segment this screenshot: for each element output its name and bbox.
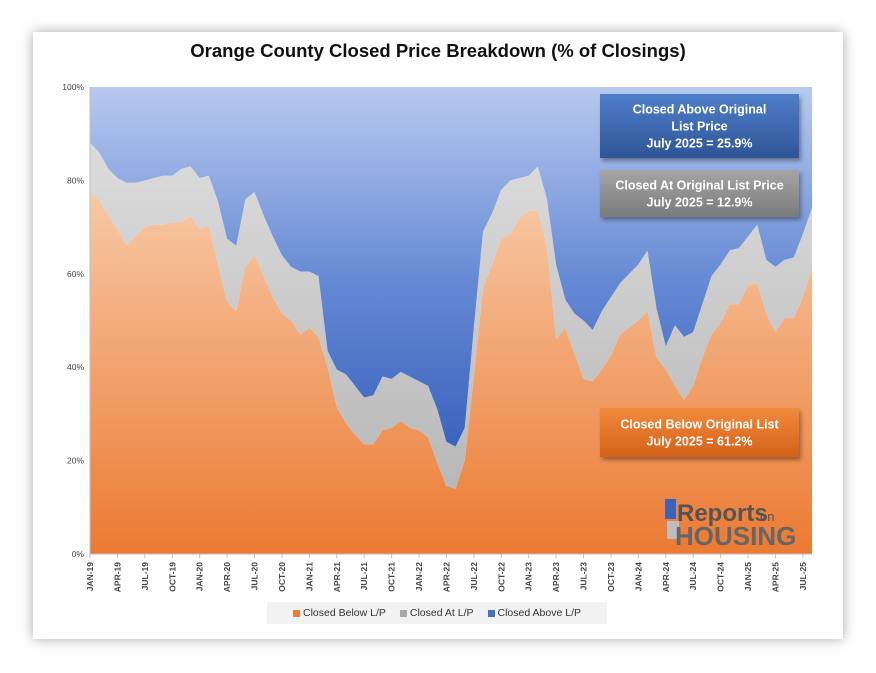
callout-at-line: Closed At Original List Price <box>615 179 783 193</box>
x-tick-label: APR-24 <box>661 562 671 593</box>
x-tick-label: JAN-20 <box>195 562 205 592</box>
legend-item-at: Closed At L/P <box>399 607 474 619</box>
logo-word-on: on <box>760 509 774 524</box>
legend-swatch-above <box>487 609 495 617</box>
legend-label-above: Closed Above L/P <box>497 607 581 619</box>
x-tick-label: JUL-21 <box>359 562 369 591</box>
callout-at-line: July 2025 = 12.9% <box>647 196 753 210</box>
chart-legend: Closed Below L/P Closed At L/P Closed Ab… <box>267 602 607 624</box>
x-tick-label: JUL-20 <box>250 562 260 591</box>
logo-word-housing: HOUSING <box>675 521 796 547</box>
y-tick-label: 0% <box>72 549 85 559</box>
logo-word-reports: Reports <box>677 500 768 527</box>
x-tick-label: JUL-24 <box>688 562 698 591</box>
callout-at: Closed At Original List Price July 2025 =… <box>600 170 799 217</box>
x-tick-label: JAN-23 <box>524 562 534 592</box>
y-tick-label: 60% <box>67 269 84 279</box>
x-tick-label: APR-21 <box>332 562 342 593</box>
y-tick-label: 20% <box>67 456 84 466</box>
x-tick-label: APR-20 <box>222 562 232 593</box>
y-tick-label: 100% <box>62 82 84 92</box>
legend-item-below: Closed Below L/P <box>293 607 386 619</box>
callout-below-line: July 2025 = 61.2% <box>647 435 753 449</box>
callout-below-line: Closed Below Original List <box>620 418 779 432</box>
y-axis: 0% 20% 40% 60% 80% 100% <box>62 82 84 559</box>
callout-above-line: List Price <box>671 120 727 134</box>
x-tick-label: OCT-19 <box>167 562 177 592</box>
y-tick-label: 80% <box>67 175 84 185</box>
x-tick-label: OCT-24 <box>716 562 726 592</box>
x-tick-label: OCT-23 <box>606 562 616 592</box>
x-tick-label: JAN-19 <box>85 562 95 592</box>
y-tick-label: 40% <box>67 362 84 372</box>
x-tick-label: APR-22 <box>441 562 451 593</box>
x-tick-label: APR-19 <box>112 562 122 593</box>
x-tick-label: JAN-22 <box>414 562 424 592</box>
x-tick-label: APR-25 <box>770 562 780 593</box>
x-tick-label: JAN-24 <box>633 562 643 592</box>
area-chart: 0% 20% 40% 60% 80% 100% JAN-19 APR-19 JUL-19 OCT… <box>62 82 812 592</box>
callout-above-line: Closed Above Original <box>633 103 767 117</box>
legend-label-at: Closed At L/P <box>409 607 474 619</box>
callouts: Closed Above Original List Price July 2025… <box>600 94 799 457</box>
callout-below: Closed Below Original List July 2025 = 61… <box>600 408 799 457</box>
chart-card: Orange County Closed Price Breakdown (% … <box>33 32 843 639</box>
callout-below-box <box>600 408 799 457</box>
x-tick-label: OCT-22 <box>496 562 506 592</box>
x-axis: JAN-19 APR-19 JUL-19 OCT-19 JAN-20 APR-20 JUL-… <box>85 554 808 592</box>
x-tick-label: OCT-20 <box>277 562 287 592</box>
reports-on-housing-logo: Reports on HOUSING <box>661 495 811 551</box>
x-tick-label: JUL-19 <box>140 562 150 591</box>
x-tick-label: JUL-25 <box>798 562 808 591</box>
callout-above: Closed Above Original List Price July 2025… <box>600 94 799 158</box>
x-tick-label: JUL-23 <box>579 562 589 591</box>
callout-above-box <box>600 94 799 158</box>
x-tick-label: JUL-22 <box>469 562 479 591</box>
x-tick-label: JAN-25 <box>743 562 753 592</box>
x-tick-label: JAN-21 <box>304 562 314 592</box>
legend-label-below: Closed Below L/P <box>303 607 386 619</box>
legend-swatch-at <box>399 609 407 617</box>
callout-above-line: July 2025 = 25.9% <box>647 137 753 151</box>
area-closed-below <box>90 192 812 554</box>
x-tick-label: APR-23 <box>551 562 561 593</box>
area-closed-at <box>90 143 812 489</box>
callout-at-box <box>600 170 799 217</box>
legend-swatch-below <box>293 609 300 617</box>
chart-title: Orange County Closed Price Breakdown (% … <box>190 40 686 61</box>
x-tick-label: OCT-21 <box>387 562 397 592</box>
legend-item-above: Closed Above L/P <box>487 607 581 619</box>
